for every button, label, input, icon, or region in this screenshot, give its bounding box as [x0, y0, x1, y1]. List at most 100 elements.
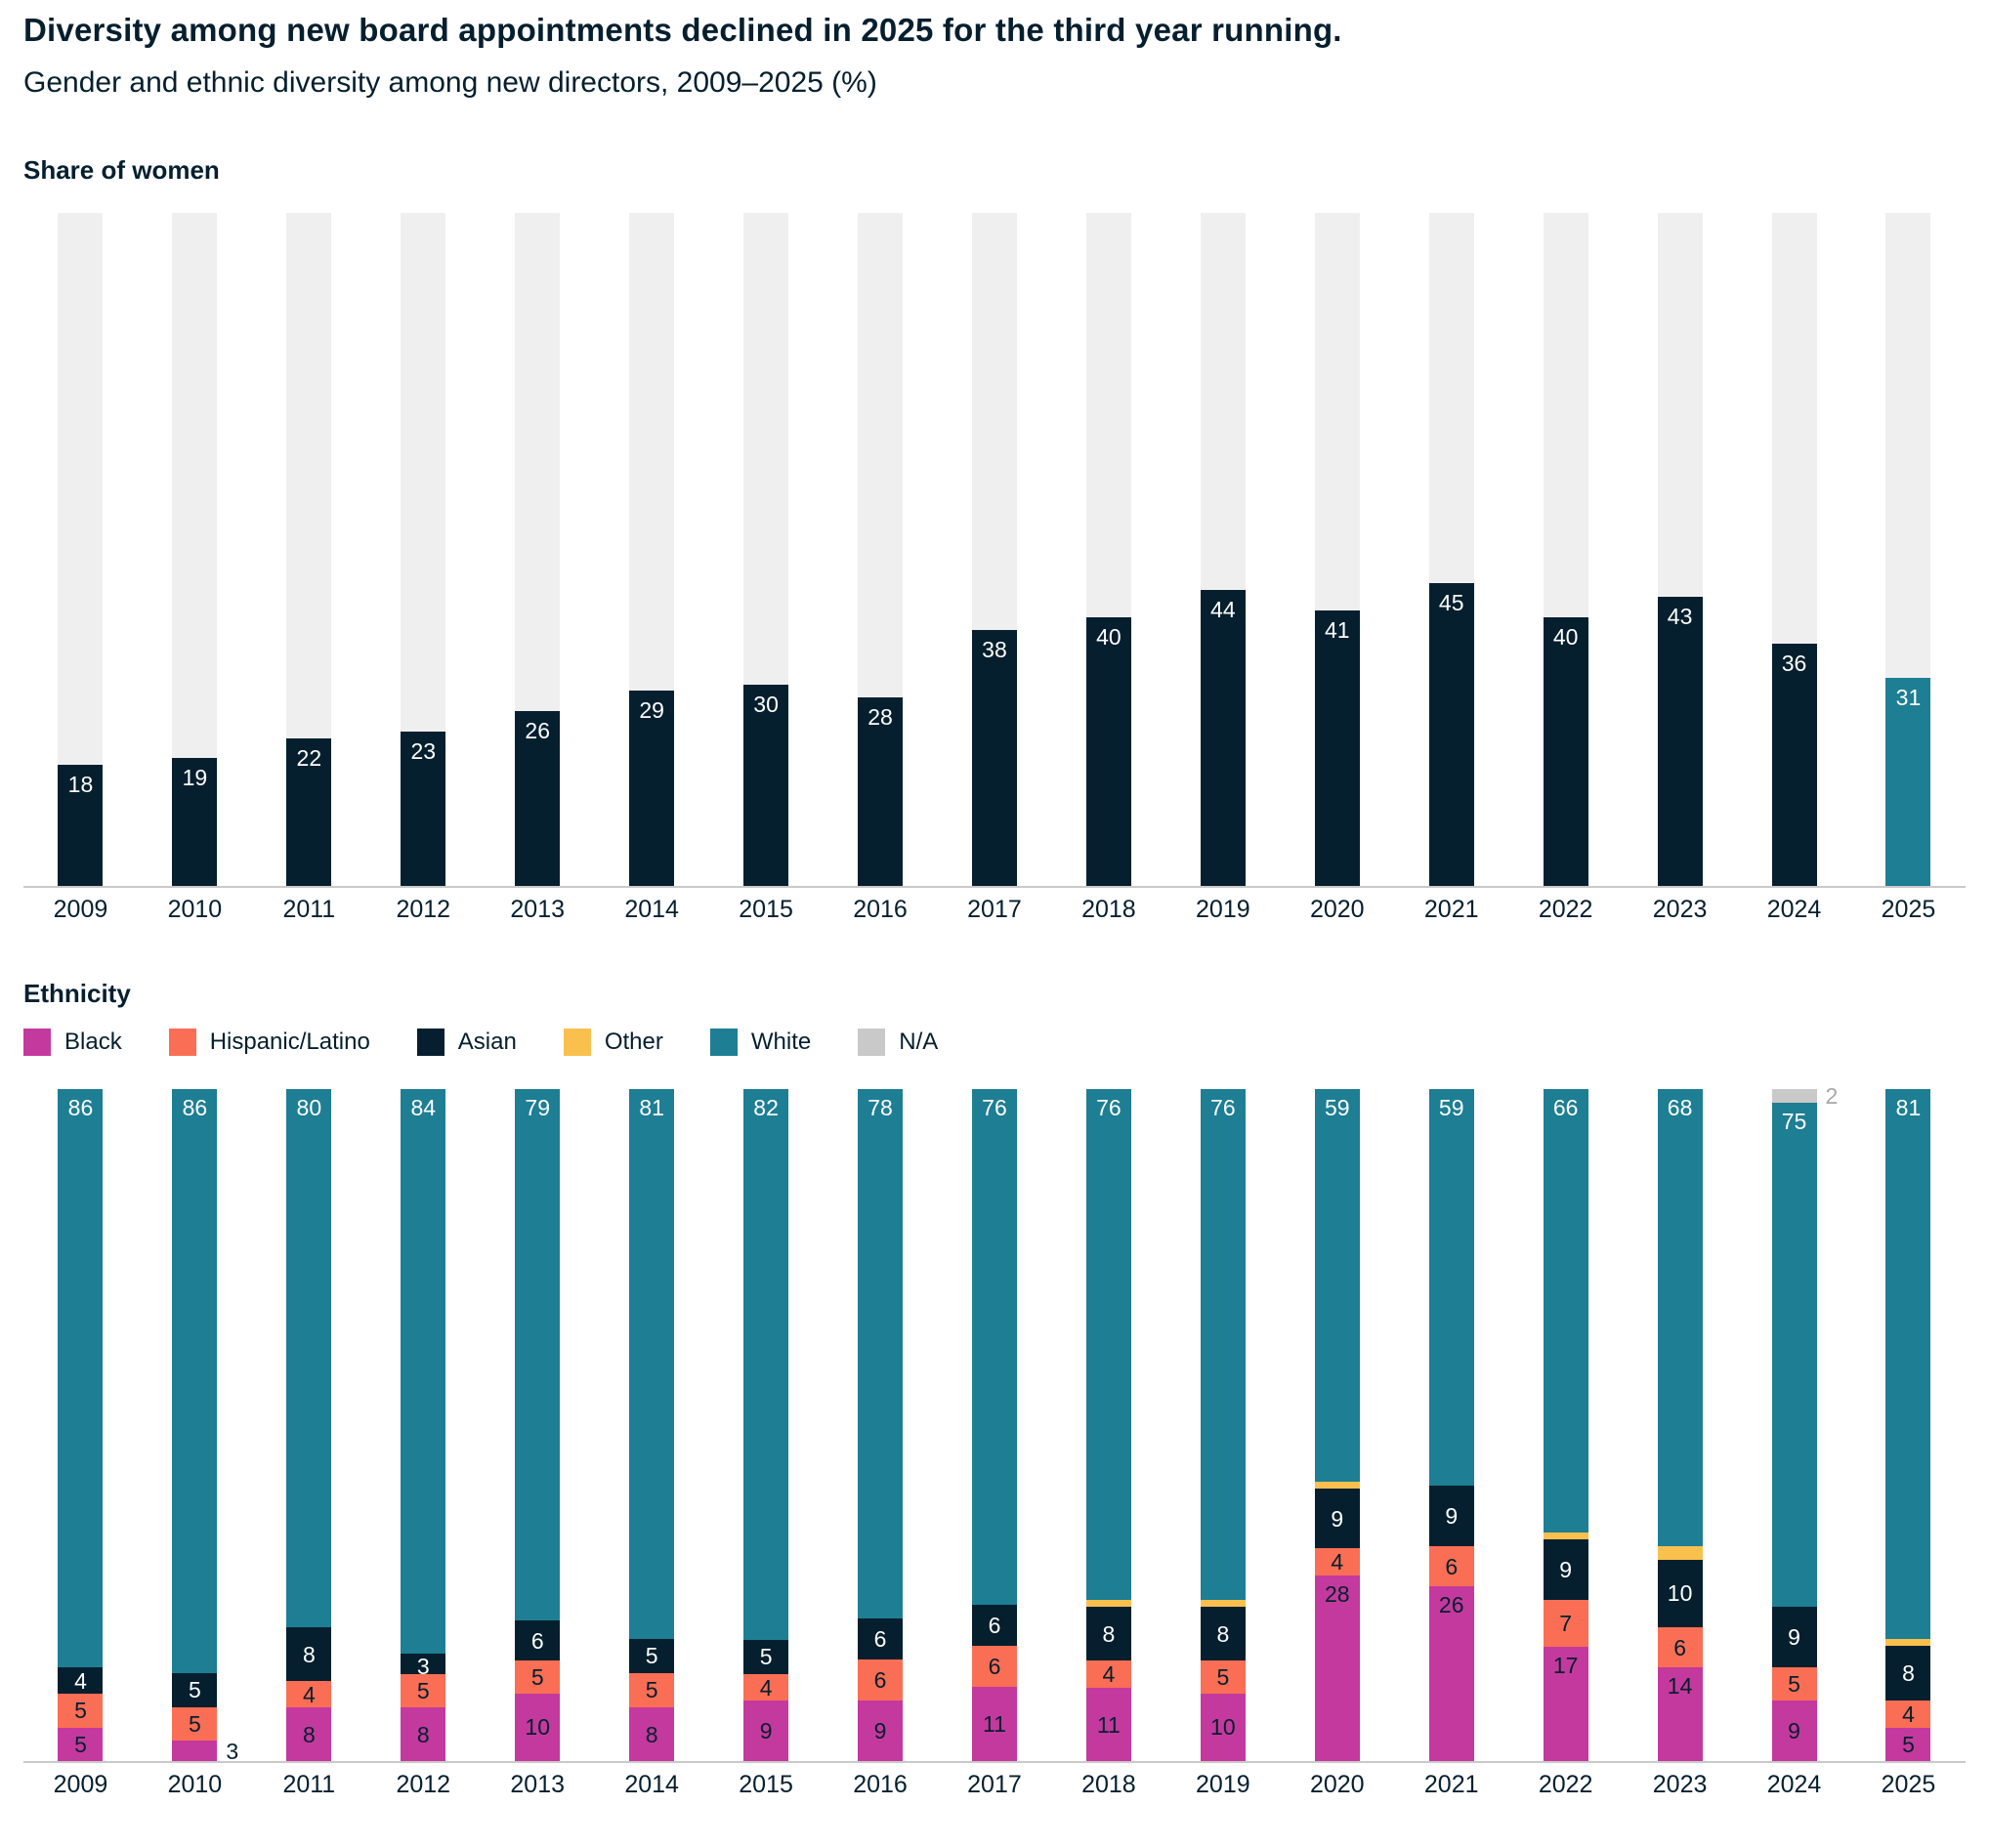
segment-value-label: 9: [1788, 1624, 1800, 1651]
ethnicity-column-2011: 8 4 8 80: [252, 1089, 366, 1762]
ethnicity-column-2023: 21461068: [1623, 1089, 1737, 1762]
white-swatch-icon: [709, 1029, 738, 1057]
segment-value-label: 6: [1445, 1554, 1459, 1580]
segment-black: 10: [1200, 1694, 1246, 1762]
segment-value-label: 26: [1438, 1592, 1464, 1618]
segment-value-label: 4: [1902, 1701, 1915, 1727]
segment-asian: 6: [971, 1605, 1017, 1647]
segment-value-label: 8: [1902, 1660, 1915, 1687]
x-tick-label: 2021: [1423, 1771, 1479, 1799]
segment-value-label: 6: [530, 1627, 544, 1654]
segment-value-label: 6: [988, 1654, 1001, 1680]
stacked-bar: 28 4 9 59: [1314, 1089, 1360, 1762]
page-subtitle: Gender and ethnic diversity among new di…: [23, 66, 877, 100]
stacked-bar: 9 4 5 82: [743, 1089, 789, 1762]
segment-other: [1085, 1600, 1131, 1608]
ethnicity-column-2009: 5 5 4 86: [23, 1089, 138, 1762]
segment-value-label: 8: [1216, 1621, 1230, 1648]
x-tick-label: 2017: [967, 1771, 1022, 1799]
ethnicity-x-axis: 2009 2010 2011 2012 2013 2014 2015 2016 2017 2018…: [23, 1771, 1966, 1799]
segment-white: 75: [1771, 1103, 1817, 1608]
bar-value-label: 40: [1552, 623, 1579, 650]
segment-value-label: 6: [873, 1626, 887, 1653]
x-tick-label: 2023: [1652, 896, 1708, 924]
ethnicity-column-2022: 1177966: [1508, 1089, 1623, 1762]
women-share-bar: 41: [1314, 609, 1360, 887]
segment-hispanic-latino: 5: [1771, 1666, 1817, 1701]
x-tick-label: 2013: [510, 1771, 566, 1799]
segment-value-label: 5: [189, 1676, 201, 1702]
stacked-bar: 10 5 8 76: [1200, 1089, 1246, 1762]
segment-value-label: 5: [1788, 1670, 1800, 1697]
segment-asian: 8: [286, 1626, 332, 1681]
segment-hispanic-latino: 5: [629, 1672, 675, 1707]
bar-value-label: 18: [67, 772, 94, 798]
segment-value-label: 5: [416, 1677, 430, 1703]
segment-white: 76: [1085, 1089, 1131, 1601]
segment-value-label: 7: [1559, 1611, 1573, 1637]
segment-black: 28: [1314, 1575, 1360, 1762]
x-tick-label: 2024: [1766, 896, 1822, 924]
segment-n-a: [1771, 1089, 1817, 1104]
segment-hispanic-latino: 6: [971, 1646, 1017, 1687]
stacked-bar: 8 5 3 84: [401, 1089, 446, 1762]
ethnicity-column-2012: 8 5 3 84: [366, 1089, 481, 1762]
stacked-bar: 11 4 8 76: [1085, 1089, 1131, 1762]
gender-column-2012: 23: [366, 213, 481, 887]
segment-asian: 4: [58, 1666, 104, 1695]
segment-hispanic-latino: 4: [743, 1673, 789, 1701]
bar-value-label: 45: [1438, 590, 1464, 616]
x-tick-label: 2024: [1766, 1771, 1822, 1799]
segment-white: 59: [1428, 1089, 1474, 1487]
bar-value-label: 44: [1210, 597, 1236, 623]
gender-column-2025: 31: [1851, 213, 1966, 887]
segment-white: 78: [858, 1089, 904, 1619]
stacked-bar: 17 7 9 66: [1543, 1089, 1588, 1762]
segment-value-label: 76: [982, 1095, 1007, 1121]
segment-white: 76: [1200, 1089, 1246, 1601]
women-share-bar: 44: [1200, 590, 1246, 887]
legend-label: Asian: [457, 1029, 517, 1056]
segment-value-label: 84: [410, 1095, 437, 1121]
segment-hispanic-latino: 5: [515, 1660, 561, 1695]
women-share-bar: 26: [515, 711, 561, 887]
share-of-women-x-axis: 2009 2010 2011 2012 2013 2014 2015 2016 2017 2018…: [23, 896, 1966, 924]
segment-value-label: 8: [1102, 1621, 1116, 1648]
segment-value-label: 86: [182, 1095, 208, 1121]
women-share-bar: 38: [971, 630, 1017, 887]
x-tick-label: 2014: [624, 1771, 679, 1799]
x-tick-label: 2013: [510, 896, 566, 924]
x-tick-label: 2016: [853, 1771, 908, 1799]
segment-asian: 9: [1543, 1539, 1588, 1601]
stacked-bar: 5 4 8 81: [1885, 1089, 1931, 1762]
segment-asian: 9: [1428, 1486, 1474, 1547]
segment-value-label: 11: [1096, 1711, 1121, 1738]
ethnicity-column-2014: 8 5 5 81: [595, 1089, 709, 1762]
segment-black: 9: [858, 1700, 904, 1762]
segment-value-label: 59: [1438, 1095, 1464, 1121]
segment-hispanic-latino: 6: [1428, 1546, 1474, 1587]
segment-asian: 10: [1657, 1559, 1703, 1627]
segment-other: [1885, 1639, 1931, 1647]
segment-white: 82: [743, 1089, 789, 1641]
x-tick-label: 2020: [1309, 1771, 1365, 1799]
women-share-bar: 22: [286, 737, 332, 887]
segment-value-label: 6: [873, 1667, 887, 1694]
segment-white: 86: [58, 1089, 104, 1667]
segment-value-label: 11: [983, 1710, 1006, 1737]
segment-hispanic-latino: 5: [58, 1694, 104, 1728]
segment-hispanic-latino: 4: [1314, 1548, 1360, 1575]
ethnicity-column-2018: 1114876: [1051, 1089, 1165, 1762]
segment-white: 81: [1885, 1089, 1931, 1640]
segment-hispanic-latino: 5: [401, 1673, 446, 1708]
stacked-bar: 11 6 6 76: [971, 1089, 1017, 1762]
ethnicity-column-2024: 2 9 5 9 75: [1737, 1083, 1851, 1762]
women-share-bar: 18: [58, 765, 104, 887]
women-share-bar: 43: [1657, 596, 1703, 887]
gender-column-2010: 19: [138, 213, 252, 887]
ethnicity-column-2017: 11 6 6 76: [938, 1089, 1052, 1762]
x-tick-label: 2019: [1196, 896, 1250, 924]
women-share-bar: 36: [1771, 644, 1817, 887]
segment-white: 80: [286, 1089, 332, 1627]
outside-value-label: 3: [226, 1738, 239, 1764]
